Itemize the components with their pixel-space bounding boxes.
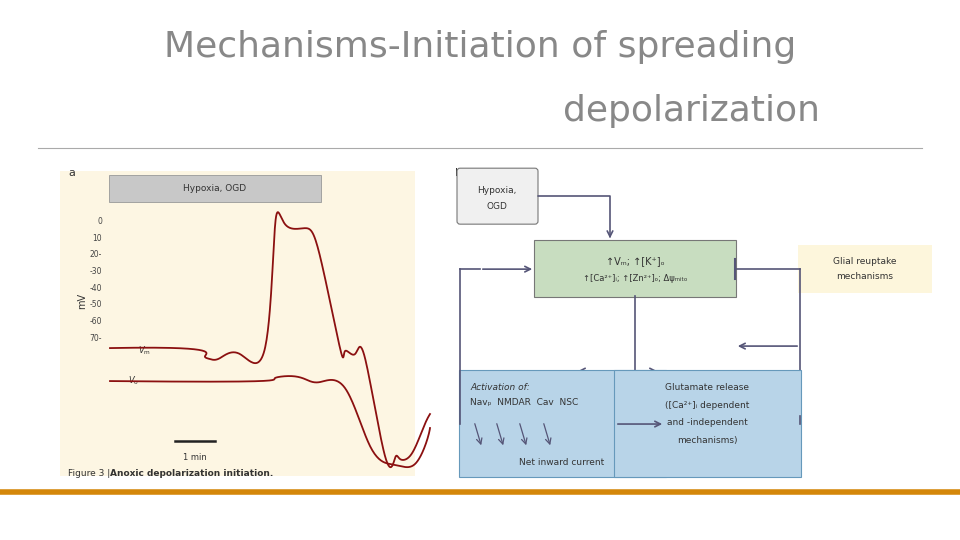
Text: Navₚ  NMDAR  Cav  NSC: Navₚ NMDAR Cav NSC bbox=[470, 398, 578, 407]
Text: -50: -50 bbox=[89, 300, 102, 308]
Text: 20-: 20- bbox=[89, 249, 102, 259]
FancyBboxPatch shape bbox=[109, 175, 321, 202]
Text: a: a bbox=[68, 168, 75, 178]
Text: depolarization: depolarization bbox=[563, 94, 820, 128]
Text: Figure 3 |: Figure 3 | bbox=[68, 469, 113, 478]
Text: ([Ca²⁺]ᵢ dependent: ([Ca²⁺]ᵢ dependent bbox=[665, 401, 749, 410]
FancyBboxPatch shape bbox=[614, 370, 801, 477]
Text: -30: -30 bbox=[89, 267, 102, 275]
FancyBboxPatch shape bbox=[459, 370, 666, 477]
FancyBboxPatch shape bbox=[798, 245, 932, 293]
Text: Hypoxia,: Hypoxia, bbox=[477, 186, 516, 195]
Text: 0: 0 bbox=[97, 217, 102, 226]
Text: Glutamate release: Glutamate release bbox=[665, 383, 749, 392]
Text: and -independent: and -independent bbox=[666, 418, 748, 427]
FancyBboxPatch shape bbox=[534, 240, 736, 297]
Text: Glial reuptake: Glial reuptake bbox=[833, 256, 897, 266]
FancyBboxPatch shape bbox=[457, 168, 538, 224]
Text: mechanisms: mechanisms bbox=[836, 272, 894, 281]
Text: mV: mV bbox=[77, 293, 87, 309]
Text: Net inward current: Net inward current bbox=[519, 458, 605, 467]
Text: Mechanisms-Initiation of spreading: Mechanisms-Initiation of spreading bbox=[164, 30, 796, 64]
Text: ↑Vₘ; ↑[K⁺]ₒ: ↑Vₘ; ↑[K⁺]ₒ bbox=[606, 256, 664, 266]
Text: Activation of:: Activation of: bbox=[470, 383, 530, 392]
Text: mechanisms): mechanisms) bbox=[677, 436, 737, 445]
FancyBboxPatch shape bbox=[60, 171, 415, 476]
Text: $V_{\rm m}$: $V_{\rm m}$ bbox=[138, 345, 151, 357]
Text: 70-: 70- bbox=[89, 334, 102, 342]
Text: b: b bbox=[455, 168, 462, 178]
Text: OGD: OGD bbox=[487, 201, 508, 211]
Text: 10: 10 bbox=[92, 234, 102, 242]
Text: 1 min: 1 min bbox=[183, 453, 206, 462]
Text: $V_{\rm o}$: $V_{\rm o}$ bbox=[128, 375, 139, 387]
Text: Hypoxia, OGD: Hypoxia, OGD bbox=[183, 184, 247, 193]
Text: ↑[Ca²⁺]ᵢ; ↑[Zn²⁺]ₒ; Δψₘᵢₜₒ: ↑[Ca²⁺]ᵢ; ↑[Zn²⁺]ₒ; Δψₘᵢₜₒ bbox=[583, 274, 687, 282]
Text: Anoxic depolarization initiation.: Anoxic depolarization initiation. bbox=[110, 469, 274, 478]
Text: -60: -60 bbox=[89, 316, 102, 326]
Text: -40: -40 bbox=[89, 284, 102, 293]
